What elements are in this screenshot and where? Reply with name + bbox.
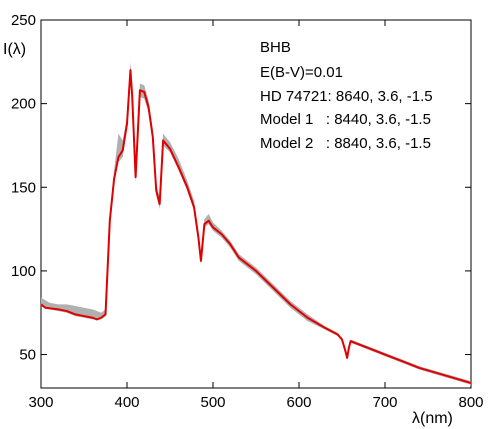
series-line-0	[40, 69, 472, 384]
plot-frame	[40, 19, 472, 389]
x-tick-label: 300	[28, 394, 53, 411]
annotation-line: Model 2 : 8840, 3.6, -1.5	[260, 135, 431, 152]
x-tick-label: 700	[372, 394, 397, 411]
y-axis-label: I(λ)	[3, 41, 26, 58]
x-tick-label: 600	[286, 394, 311, 411]
x-axis-label: λ(nm)	[412, 410, 453, 427]
annotation-line: BHB	[260, 39, 291, 56]
tick-label-group: 300 400 500 600 700 800 50 100 150 200 250	[11, 12, 484, 411]
y-tick-label: 200	[11, 96, 36, 113]
annotation-block: BHB E(B-V)=0.01 HD 74721: 8640, 3.6, -1.…	[260, 39, 433, 152]
series-line-group	[40, 69, 472, 384]
x-tick-label: 400	[114, 394, 139, 411]
annotation-line: HD 74721: 8640, 3.6, -1.5	[260, 88, 433, 105]
y-tick-label: 50	[19, 347, 36, 364]
tick-marks	[40, 19, 472, 388]
y-tick-label: 100	[11, 263, 36, 280]
annotation-line: E(B-V)=0.01	[260, 64, 343, 81]
annotation-line: Model 1 : 8440, 3.6, -1.5	[260, 111, 431, 128]
y-tick-label: 250	[11, 12, 36, 29]
x-tick-label: 800	[458, 394, 483, 411]
x-tick-label: 500	[200, 394, 225, 411]
y-tick-label: 150	[11, 179, 36, 196]
